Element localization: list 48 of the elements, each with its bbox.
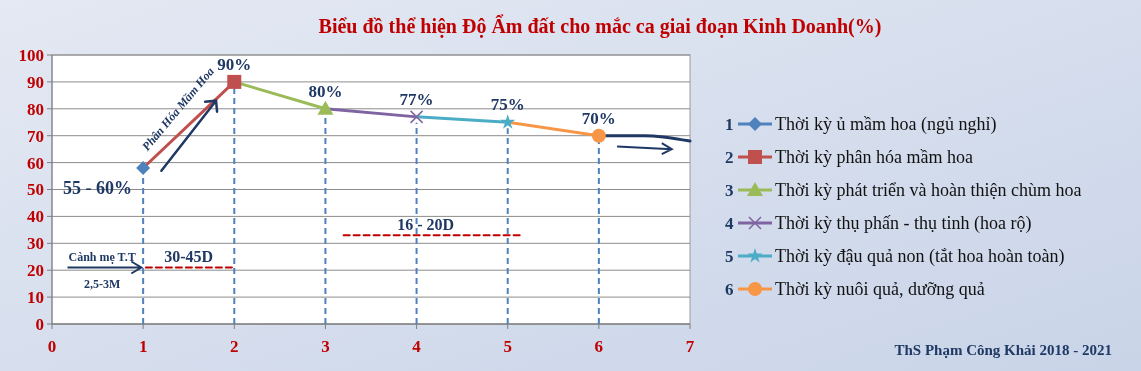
legend-label: Thời kỳ phân hóa mầm hoa — [775, 147, 973, 168]
data-label: 77% — [399, 89, 434, 109]
x-tick-label: 5 — [503, 337, 512, 356]
annotation: 16 - 20D — [397, 216, 455, 234]
legend-label: Thời kỳ nuôi quả, dưỡng quả — [775, 279, 985, 300]
text: 5 — [725, 246, 734, 266]
text: 3 — [725, 180, 734, 200]
y-tick-label: 80 — [27, 99, 44, 119]
text: 2 — [725, 147, 734, 167]
point — [136, 160, 151, 175]
x-tick-label: 2 — [230, 337, 239, 356]
text: ThS Phạm Công Khải 2018 - 2021 — [894, 342, 1112, 358]
y-tick-label: 100 — [18, 45, 44, 65]
text: 6 — [725, 279, 734, 299]
y-tick-label: 20 — [27, 261, 44, 281]
x-tick-label: 6 — [594, 337, 604, 356]
y-tick-label: 50 — [27, 180, 44, 200]
chart-title: Biểu đồ thể hiện Độ Ẩm đất cho mắc ca giai đoạn Kinh Doanh(%) — [318, 14, 882, 38]
legend-label: Thời kỳ đậu quả non (tắt hoa hoàn toàn) — [775, 246, 1065, 268]
y-tick-label: 10 — [27, 288, 44, 308]
annotation: Cành mẹ T.T — [68, 249, 136, 264]
y-tick-label: 0 — [35, 314, 44, 334]
point — [227, 74, 242, 89]
text: 4 — [725, 213, 734, 233]
point — [500, 114, 516, 129]
x-tick-label: 1 — [138, 337, 148, 356]
x-tick-label: 0 — [47, 337, 57, 356]
legend-label: Thời kỳ ủ mầm hoa (ngủ nghỉ) — [775, 114, 997, 136]
y-tick-label: 40 — [27, 207, 44, 227]
y-tick-label: 30 — [27, 234, 44, 254]
data-label: 80% — [308, 81, 343, 101]
point — [409, 110, 424, 124]
annotation: 2,5-3M — [83, 276, 121, 291]
text: 1 — [725, 114, 734, 134]
legend-label: Thời kỳ phát triển và hoàn thiện chùm hoa — [775, 180, 1082, 201]
y-tick-label: 60 — [27, 153, 44, 173]
y-tick-label: 90 — [27, 72, 44, 92]
x-tick-label: 3 — [321, 337, 330, 356]
data-label: 90% — [217, 54, 252, 74]
legend-label: Thời kỳ thụ phấn - thụ tinh (hoa rộ) — [775, 213, 1032, 235]
y-tick-label: 70 — [27, 126, 44, 146]
x-tick-label: 4 — [412, 337, 422, 356]
data-label: 75% — [490, 95, 525, 115]
x-tick-label: 7 — [685, 337, 695, 356]
point — [591, 128, 606, 143]
data-label: 70% — [581, 108, 616, 128]
annotation: 55 - 60% — [63, 178, 133, 199]
annotation: 30-45D — [164, 248, 214, 266]
